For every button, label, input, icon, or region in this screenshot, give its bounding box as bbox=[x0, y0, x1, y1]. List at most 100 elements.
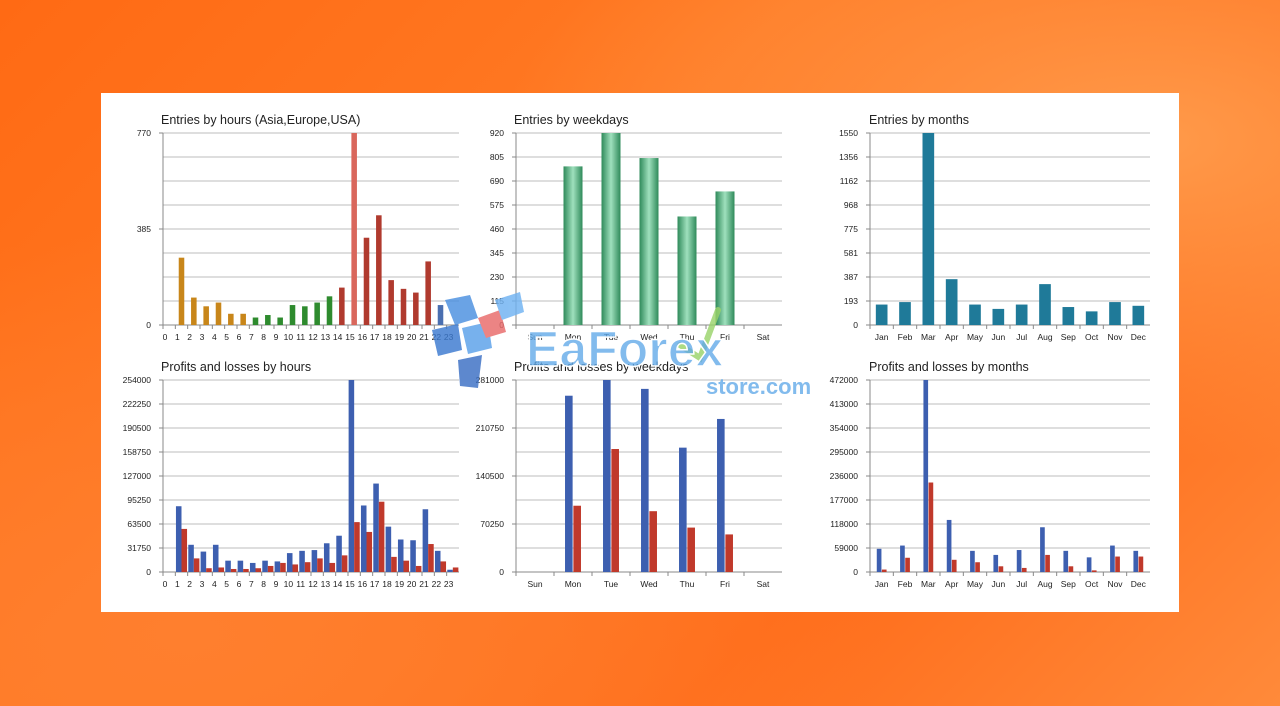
bar bbox=[230, 568, 237, 572]
x-tick-label: Sun bbox=[527, 579, 542, 589]
bar bbox=[1068, 566, 1074, 572]
bar bbox=[1133, 550, 1139, 572]
y-tick-label: 222250 bbox=[123, 399, 152, 409]
x-tick-label: 17 bbox=[370, 332, 380, 342]
x-tick-label: Mar bbox=[921, 579, 936, 589]
y-tick-label: 140500 bbox=[476, 471, 505, 481]
bar bbox=[677, 216, 697, 325]
x-tick-label: 2 bbox=[187, 332, 192, 342]
bar bbox=[323, 543, 330, 572]
x-tick-label: Jul bbox=[1016, 332, 1027, 342]
bar bbox=[206, 568, 212, 572]
bar bbox=[975, 562, 980, 572]
y-tick-label: 158750 bbox=[123, 447, 152, 457]
bar bbox=[360, 505, 367, 572]
x-tick-label: Dec bbox=[1131, 332, 1147, 342]
chart-title: Entries by hours (Asia,Europe,USA) bbox=[161, 113, 360, 127]
x-tick-label: 21 bbox=[419, 579, 429, 589]
bar bbox=[175, 506, 182, 572]
y-tick-label: 387 bbox=[844, 272, 858, 282]
bar bbox=[649, 511, 657, 572]
bar bbox=[388, 280, 394, 325]
bar bbox=[363, 237, 370, 325]
y-tick-label: 968 bbox=[844, 200, 858, 210]
y-tick-label: 236000 bbox=[830, 471, 859, 481]
bar bbox=[428, 544, 434, 572]
bar bbox=[299, 550, 305, 572]
bar bbox=[1085, 311, 1098, 325]
x-tick-label: Sun bbox=[527, 332, 542, 342]
bar bbox=[378, 501, 385, 572]
y-tick-label: 1356 bbox=[839, 152, 858, 162]
x-tick-label: Jun bbox=[991, 332, 1005, 342]
bar bbox=[1132, 305, 1145, 325]
y-tick-label: 59000 bbox=[834, 543, 858, 553]
x-tick-label: 4 bbox=[212, 332, 217, 342]
x-tick-label: 1 bbox=[175, 579, 180, 589]
bar bbox=[191, 297, 197, 325]
chart-title: Profits and losses by months bbox=[869, 360, 1029, 374]
x-tick-label: 18 bbox=[382, 579, 392, 589]
x-tick-label: 23 bbox=[444, 332, 454, 342]
x-tick-label: Jan bbox=[875, 579, 889, 589]
x-tick-label: Mon bbox=[565, 579, 582, 589]
x-tick-label: Mon bbox=[565, 332, 582, 342]
bar bbox=[876, 548, 882, 572]
bar bbox=[440, 561, 447, 572]
x-tick-label: Fri bbox=[720, 579, 730, 589]
y-tick-label: 193 bbox=[844, 296, 858, 306]
bar bbox=[314, 302, 320, 325]
bar bbox=[215, 302, 222, 325]
x-tick-label: Jun bbox=[991, 579, 1005, 589]
y-tick-label: 190500 bbox=[123, 423, 152, 433]
x-tick-label: 1 bbox=[175, 332, 180, 342]
chart-title: Entries by months bbox=[869, 113, 969, 127]
x-tick-label: 0 bbox=[163, 332, 168, 342]
bar bbox=[403, 560, 410, 572]
x-tick-label: 22 bbox=[432, 579, 442, 589]
x-tick-label: May bbox=[967, 579, 984, 589]
bar bbox=[881, 569, 887, 572]
x-tick-label: 14 bbox=[333, 332, 343, 342]
bar bbox=[565, 395, 573, 572]
x-tick-label: Feb bbox=[898, 579, 913, 589]
bar bbox=[1115, 556, 1120, 572]
bar bbox=[326, 296, 333, 325]
bar bbox=[228, 313, 234, 325]
x-tick-label: 6 bbox=[237, 332, 242, 342]
x-tick-label: 15 bbox=[345, 332, 355, 342]
y-tick-label: 575 bbox=[490, 200, 504, 210]
bar bbox=[679, 447, 687, 572]
x-tick-label: 16 bbox=[358, 332, 368, 342]
bar bbox=[385, 526, 392, 572]
x-tick-label: 12 bbox=[308, 579, 318, 589]
y-tick-label: 230 bbox=[490, 272, 504, 282]
bar bbox=[397, 539, 404, 572]
bar bbox=[945, 279, 958, 325]
y-tick-label: 0 bbox=[853, 567, 858, 577]
x-tick-label: Sat bbox=[757, 332, 770, 342]
bar bbox=[715, 191, 735, 325]
bar bbox=[1109, 302, 1121, 325]
x-tick-label: Oct bbox=[1085, 579, 1099, 589]
bar bbox=[1138, 556, 1144, 572]
x-tick-label: Fri bbox=[720, 332, 730, 342]
x-tick-label: 3 bbox=[200, 332, 205, 342]
x-tick-label: 20 bbox=[407, 579, 417, 589]
y-tick-label: 385 bbox=[137, 224, 151, 234]
bar bbox=[998, 566, 1004, 572]
y-tick-label: 1550 bbox=[839, 128, 858, 138]
bar bbox=[1110, 545, 1115, 572]
bar bbox=[434, 550, 441, 572]
bar bbox=[286, 553, 293, 572]
x-tick-label: 7 bbox=[249, 579, 254, 589]
x-tick-label: 5 bbox=[224, 332, 229, 342]
y-tick-label: 118000 bbox=[830, 519, 858, 529]
bar bbox=[725, 534, 733, 572]
bar bbox=[1086, 557, 1092, 572]
y-tick-label: 1162 bbox=[840, 176, 859, 186]
bar bbox=[437, 305, 444, 325]
x-tick-label: 10 bbox=[284, 579, 294, 589]
y-tick-label: 115 bbox=[490, 296, 504, 306]
charts-canvas: Entries by hours (Asia,Europe,USA)038577… bbox=[123, 113, 1150, 589]
